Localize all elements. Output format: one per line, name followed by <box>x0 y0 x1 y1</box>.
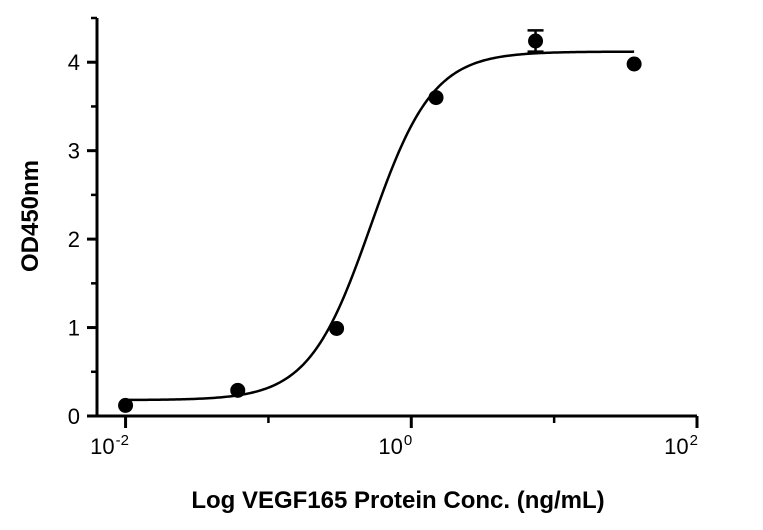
y-tick-label: 0 <box>68 404 80 429</box>
data-point <box>230 382 246 398</box>
data-point <box>118 397 134 413</box>
plot-area <box>118 29 642 413</box>
y-axis-title: OD450nm <box>17 160 44 272</box>
x-axis: 10-2 100 102 <box>90 414 699 459</box>
fit-curve <box>125 50 635 402</box>
y-tick-label: 3 <box>68 139 80 164</box>
data-point <box>329 320 345 336</box>
data-point <box>626 56 642 72</box>
x-tick-label: 100 <box>378 432 412 459</box>
x-tick-label: 102 <box>664 432 698 459</box>
x-axis-title: Log VEGF165 Protein Conc. (ng/mL) <box>191 487 604 514</box>
y-axis: 0 1 2 3 4 <box>68 16 99 429</box>
data-point <box>528 33 544 49</box>
x-tick-label: 10-2 <box>90 432 129 459</box>
y-tick-label: 4 <box>68 50 80 75</box>
data-point <box>428 90 444 106</box>
y-tick-label: 1 <box>68 316 80 341</box>
y-tick-label: 2 <box>68 227 80 252</box>
